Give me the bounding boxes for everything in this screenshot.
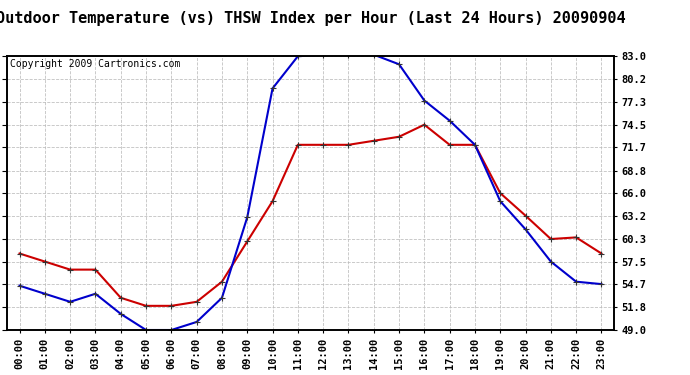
Text: Copyright 2009 Cartronics.com: Copyright 2009 Cartronics.com bbox=[10, 59, 180, 69]
Text: Outdoor Temperature (vs) THSW Index per Hour (Last 24 Hours) 20090904: Outdoor Temperature (vs) THSW Index per … bbox=[0, 11, 625, 26]
